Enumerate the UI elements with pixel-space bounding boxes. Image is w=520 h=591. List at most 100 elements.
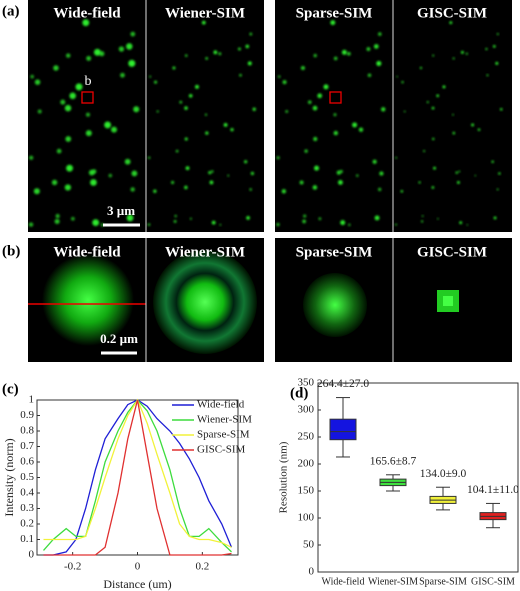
psf-blob [42,254,134,346]
spot [330,20,336,26]
y-tick-label: 0.9 [20,409,34,421]
spot [333,130,339,136]
spot [426,101,429,104]
y-tick-label: 350 [298,377,315,389]
scale-bar-label: 0.2 µm [100,331,138,346]
spot [173,219,177,223]
spot [312,185,318,190]
spot [111,126,118,133]
spot [219,223,222,226]
spot [75,83,83,91]
spot [184,106,188,110]
y-tick-label: 200 [298,458,315,470]
spot [70,216,75,221]
spot [323,84,329,90]
spot [92,169,97,174]
spot [281,189,287,194]
spot [252,107,256,111]
y-tick-label: 0.5 [20,471,34,483]
spot [211,220,216,225]
spot [477,128,481,131]
panel-label: (d) [290,385,308,401]
spot [378,187,382,192]
image-title: GISC-SIM [417,5,487,21]
image-title: Sparse-SIM [296,244,373,260]
spot [474,174,477,177]
spot [172,66,176,70]
spot [185,166,190,171]
spot [449,21,453,25]
line [43,399,232,556]
spot [333,113,337,117]
spot [419,66,423,70]
spot [133,106,140,113]
spot [60,99,66,105]
spot [313,136,318,142]
spot [376,60,382,66]
spot [318,217,322,221]
spot [458,170,461,173]
spot [213,50,218,55]
spot [54,218,60,224]
spot [149,75,152,78]
spot [421,215,424,218]
spot [300,65,305,70]
spot [66,164,73,172]
spot [314,165,320,171]
spot [394,223,398,226]
annotation: 104.1±11.0 [467,484,519,496]
spot [204,113,208,116]
spot [303,214,307,218]
spot [108,173,113,178]
spot [223,123,228,127]
roi-box [81,91,94,104]
spot [184,54,188,57]
spot [128,59,136,67]
spot [86,55,92,61]
spot [249,32,253,36]
spot [372,159,377,164]
x-tick-label: 0.2 [195,561,209,573]
spot [312,105,318,111]
spot [333,56,338,61]
spot [174,214,177,218]
spot [276,156,280,160]
box [329,418,357,441]
spot [90,179,97,186]
spot [246,216,250,220]
spot [420,220,424,223]
spot [227,174,230,177]
y-tick-label: 0.3 [20,502,34,514]
spot [379,171,384,176]
y-tick-label: 0.6 [20,456,34,468]
spot [153,80,158,84]
spot [285,110,289,113]
spot [307,100,312,105]
spot [29,155,34,160]
spot [205,56,209,60]
spot [277,75,281,79]
spot [247,61,252,66]
spot [218,52,222,56]
image-row-a [28,0,512,244]
y-tick-label: 0.1 [20,533,34,545]
y-tick-label: 1 [29,394,35,406]
spot [28,222,34,227]
spot [493,216,497,220]
spot [381,107,386,112]
y-tick-label: 0.2 [20,518,34,530]
roi-box [329,91,342,104]
spot [495,61,499,65]
spot [130,31,136,37]
legend-label: Wide-field [197,399,245,411]
y-tick-label: 150 [298,485,315,497]
spot [65,136,72,142]
spot [53,65,59,71]
spot [348,223,351,227]
spot [436,217,439,220]
spot [230,127,234,132]
spot [51,179,58,186]
spot [418,181,421,184]
spot [373,44,379,49]
